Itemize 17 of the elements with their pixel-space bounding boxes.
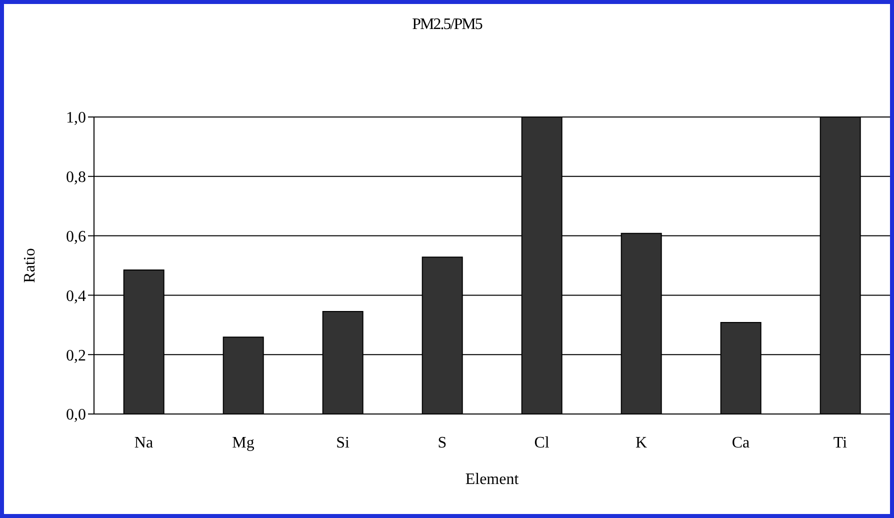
y-tick-label: 0,4 bbox=[66, 288, 86, 305]
chart-title: PM2.5/PM5 bbox=[411, 16, 484, 34]
x-tick-label: Ti bbox=[833, 434, 848, 452]
y-tick-label: 1,0 bbox=[66, 110, 86, 127]
y-tick-label: 0,0 bbox=[66, 406, 86, 424]
x-tick-label: Ca bbox=[732, 434, 750, 452]
x-tick-label: Na bbox=[134, 434, 154, 452]
x-tick-label: K bbox=[635, 434, 648, 452]
y-tick-label: 0,2 bbox=[66, 347, 86, 364]
x-axis-title: Element bbox=[465, 471, 520, 488]
y-tick-label: 0,8 bbox=[66, 169, 86, 186]
y-axis-title: Ratio bbox=[22, 248, 39, 283]
x-tick-label: Mg bbox=[232, 434, 254, 452]
x-tick-label: S bbox=[438, 434, 447, 452]
y-tick-label: 0,6 bbox=[66, 228, 86, 246]
x-tick-label: Si bbox=[336, 434, 350, 452]
x-tick-label: Cl bbox=[534, 434, 550, 452]
